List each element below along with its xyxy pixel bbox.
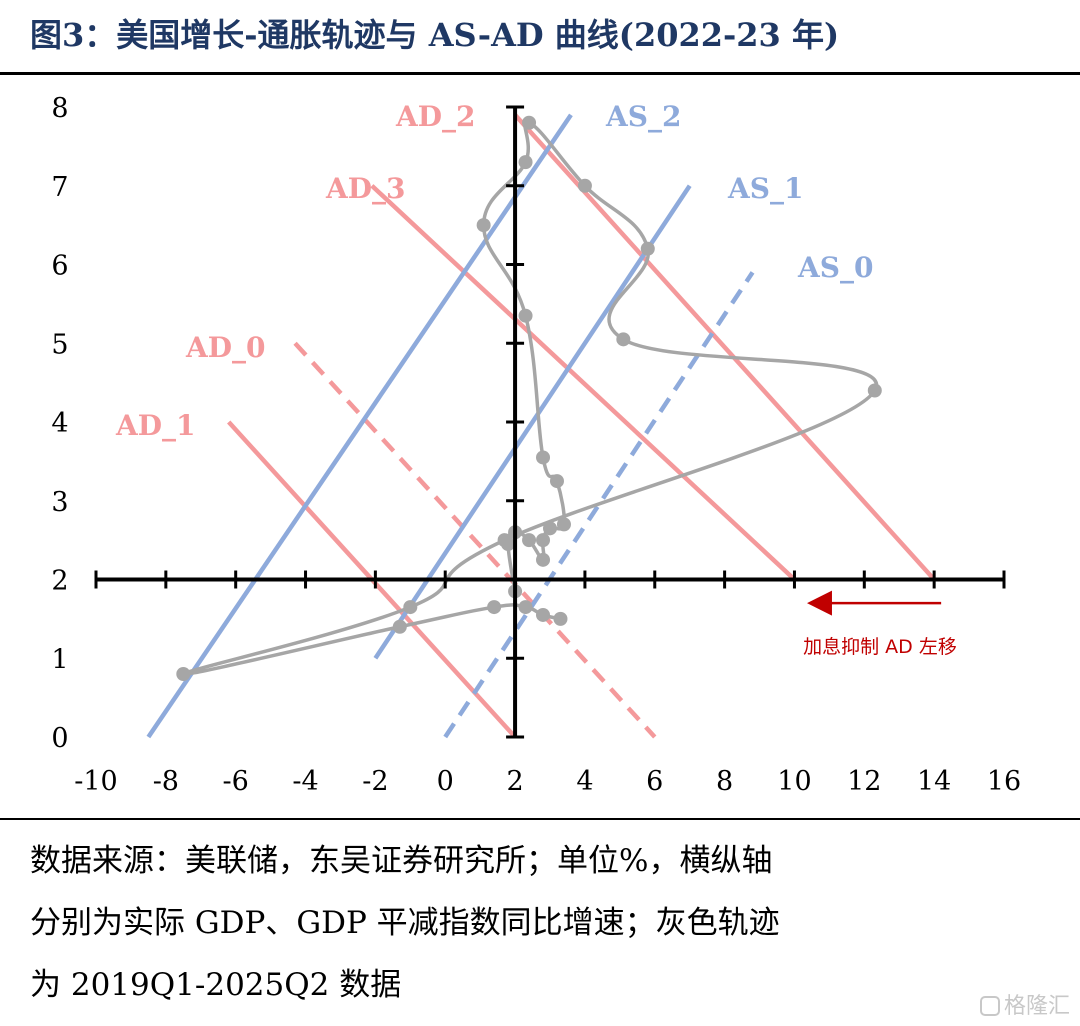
trajectory-point-11 bbox=[577, 178, 592, 193]
curve-as-0 bbox=[443, 271, 755, 739]
trajectory-point-5 bbox=[176, 667, 191, 681]
curve-as-1 bbox=[373, 184, 692, 660]
curve-ad-0 bbox=[293, 341, 657, 739]
annotation-label: 加息抑制 AD 左移 bbox=[803, 636, 957, 658]
y-tick-label: 1 bbox=[51, 644, 68, 675]
x-tick-label: 0 bbox=[437, 766, 454, 797]
label-as-2: AS_2 bbox=[605, 100, 681, 133]
trajectory-point-6 bbox=[403, 600, 418, 615]
y-tick-label: 4 bbox=[51, 408, 68, 439]
annotation-layer: 加息抑制 AD 左移 bbox=[803, 590, 957, 658]
x-tick-label: 10 bbox=[777, 766, 811, 797]
x-tick-label: -8 bbox=[153, 766, 179, 797]
trajectory-point-1 bbox=[536, 607, 551, 622]
chart-title: 图3：美国增长-通胀轨迹与 AS-AD 曲线(2022-23 年) bbox=[30, 16, 840, 54]
watermark: 格隆汇 bbox=[979, 988, 1070, 1020]
y-tick-label: 2 bbox=[51, 566, 68, 597]
trajectory-layer bbox=[176, 115, 882, 681]
trajectory-point-16 bbox=[536, 450, 551, 465]
x-tick-label: -2 bbox=[362, 766, 388, 797]
curve-ad-3 bbox=[370, 184, 796, 582]
y-tick-label: 3 bbox=[51, 487, 68, 518]
trajectory-point-18 bbox=[556, 517, 571, 532]
watermark-text: 格隆汇 bbox=[1003, 994, 1070, 1019]
x-tick-label: 14 bbox=[917, 766, 951, 797]
source-line-1: 数据来源：美联储，东吴证券研究所；单位%，横纵轴 bbox=[30, 843, 773, 879]
axes bbox=[94, 105, 1006, 739]
trajectory-point-24 bbox=[501, 537, 516, 552]
trajectory-point-0 bbox=[553, 611, 568, 626]
trajectory-point-4 bbox=[392, 619, 407, 634]
trajectory-point-22 bbox=[522, 533, 537, 548]
source-line-3: 为 2019Q1-2025Q2 数据 bbox=[30, 967, 402, 1003]
label-ad-2: AD_2 bbox=[395, 100, 476, 133]
y-tick-label: 7 bbox=[51, 172, 68, 203]
x-tick-label: -10 bbox=[74, 766, 117, 797]
curve-labels: AD_0 AD_1 AD_2 AD_3 AS_0 AS_1 AS_2 bbox=[115, 100, 873, 442]
curve-as-2 bbox=[146, 113, 573, 739]
x-tick-label: -6 bbox=[223, 766, 249, 797]
y-tick-label: 8 bbox=[51, 93, 68, 124]
trajectory-point-14 bbox=[476, 218, 491, 233]
x-tick-label: 16 bbox=[987, 766, 1021, 797]
y-tick-label: 0 bbox=[51, 723, 68, 754]
trajectory-point-8 bbox=[867, 383, 882, 398]
y-tick-label: 5 bbox=[51, 329, 68, 360]
label-ad-0: AD_0 bbox=[185, 331, 266, 364]
x-tick-label: 8 bbox=[716, 766, 733, 797]
label-ad-1: AD_1 bbox=[115, 409, 196, 442]
trajectory-point-10 bbox=[640, 241, 655, 256]
x-tick-label: -4 bbox=[292, 766, 318, 797]
x-tick-label: 6 bbox=[646, 766, 663, 797]
y-tick-label: 6 bbox=[51, 251, 68, 282]
trajectory-point-20 bbox=[536, 533, 551, 548]
x-tick-label: 4 bbox=[576, 766, 593, 797]
trajectory-point-9 bbox=[616, 332, 631, 347]
trajectory-point-13 bbox=[518, 155, 533, 170]
trajectory-point-15 bbox=[518, 308, 533, 323]
watermark-logo-icon bbox=[979, 996, 1000, 1016]
source-note: 数据来源：美联储，东吴证券研究所；单位%，横纵轴 分别为实际 GDP、GDP 平… bbox=[30, 830, 1060, 1016]
label-as-1: AS_1 bbox=[727, 172, 803, 205]
trajectory-point-2 bbox=[518, 600, 533, 615]
label-ad-3: AD_3 bbox=[325, 172, 406, 205]
source-line-2: 分别为实际 GDP、GDP 平减指数同比增速；灰色轨迹 bbox=[30, 905, 780, 941]
title-divider bbox=[0, 72, 1080, 75]
label-as-0: AS_0 bbox=[797, 251, 873, 284]
trajectory-point-17 bbox=[549, 474, 564, 489]
source-divider bbox=[0, 818, 1080, 820]
trajectory-point-21 bbox=[536, 552, 551, 567]
trajectory-point-19 bbox=[543, 521, 557, 536]
trajectory-point-12 bbox=[522, 115, 537, 130]
x-tick-label: 2 bbox=[506, 766, 523, 797]
trajectory-point-3 bbox=[487, 600, 502, 615]
x-tick-label: 12 bbox=[847, 766, 881, 797]
